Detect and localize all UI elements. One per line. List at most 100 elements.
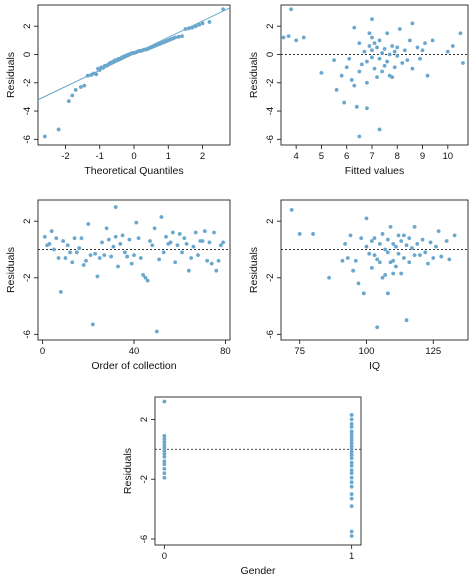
data-point [399,271,404,276]
x-axis-label: Order of collection [91,360,176,372]
data-point [365,106,369,111]
data-point [54,236,59,241]
x-tick-label: 0 [131,151,136,162]
data-point [461,61,465,65]
data-point [342,100,347,105]
data-point [357,134,362,139]
data-point [184,241,189,246]
data-point [372,236,377,241]
data-point [349,460,354,465]
data-point [349,444,354,449]
data-point [370,48,374,53]
data-point [327,275,331,280]
data-point [197,22,202,27]
data-point [385,237,390,242]
data-point [375,325,380,330]
data-point [347,56,352,61]
y-tick-label: -6 [265,135,276,143]
data-point [106,237,111,242]
data-point [42,134,47,139]
data-point [391,258,396,263]
data-point [94,72,99,77]
plot-frame [154,396,362,546]
data-point [218,243,223,248]
data-point [383,247,388,252]
data-point [47,241,52,246]
data-point [175,243,180,248]
data-point [102,253,107,258]
plot-qq: -2 -1 0 1 2 -6 -4 -2 0 2 Theoretical Quantiles Resi… [5,4,231,177]
data-point [383,273,388,277]
data-point [162,448,167,453]
data-point [385,291,390,296]
data-point [127,237,132,242]
data-point [420,237,425,242]
x-axis-label: IQ [369,360,380,372]
data-point [385,250,390,255]
data-point [164,234,168,239]
x-tick-label: 1 [166,151,171,162]
data-point [349,480,354,485]
data-point [73,87,78,92]
data-point [152,226,157,231]
data-point [82,83,87,88]
data-point [367,44,372,48]
x-tick-label: 4 [294,151,299,162]
data-point [301,35,306,40]
data-point [134,220,139,225]
x-tick-label: 0 [162,551,167,562]
data-point [212,230,216,235]
data-point [122,250,127,255]
data-point [42,234,47,239]
data-point [159,215,164,219]
data-point [354,104,359,109]
data-point [90,322,95,327]
data-point [388,224,393,229]
data-point [339,73,344,78]
data-point [150,243,155,248]
plot-frame [37,199,231,341]
data-point [365,80,369,85]
data-point [420,48,425,53]
plot-fitted: 4 5 6 7 8 9 10 -6 -4 -2 0 2 Fitted values Residuals [248,4,469,177]
data-point [352,25,357,30]
data-point [377,127,382,132]
y-tick-label: 2 [139,417,150,422]
data-point [349,534,354,538]
y-tick-label: -2 [22,79,33,87]
data-point [349,529,354,534]
data-point [79,236,84,241]
y-tick-label: -6 [139,535,150,543]
data-point [193,230,198,235]
data-point [390,75,395,80]
data-point [425,73,430,78]
data-point [132,253,136,258]
data-point [367,31,372,36]
data-point [349,450,354,455]
data-point [412,224,417,229]
data-point [162,439,167,444]
data-point [136,236,141,241]
data-point [375,45,379,50]
data-point [145,278,150,283]
data-point [200,21,205,26]
data-point [154,329,159,334]
data-point [349,447,354,452]
data-point [81,263,86,267]
data-point [380,275,385,280]
data-point [382,63,387,68]
data-point [349,422,354,426]
data-point [372,253,377,258]
x-tick-label: 6 [344,151,349,162]
data-point [407,38,412,43]
data-point [370,35,374,40]
data-point [447,257,452,262]
data-point [221,7,226,12]
data-point [387,52,392,57]
data-point [183,27,188,31]
y-axis-label: Residuals [5,247,17,293]
data-point [439,254,444,259]
data-point [377,56,382,61]
data-point [370,17,374,22]
data-point [407,236,412,241]
